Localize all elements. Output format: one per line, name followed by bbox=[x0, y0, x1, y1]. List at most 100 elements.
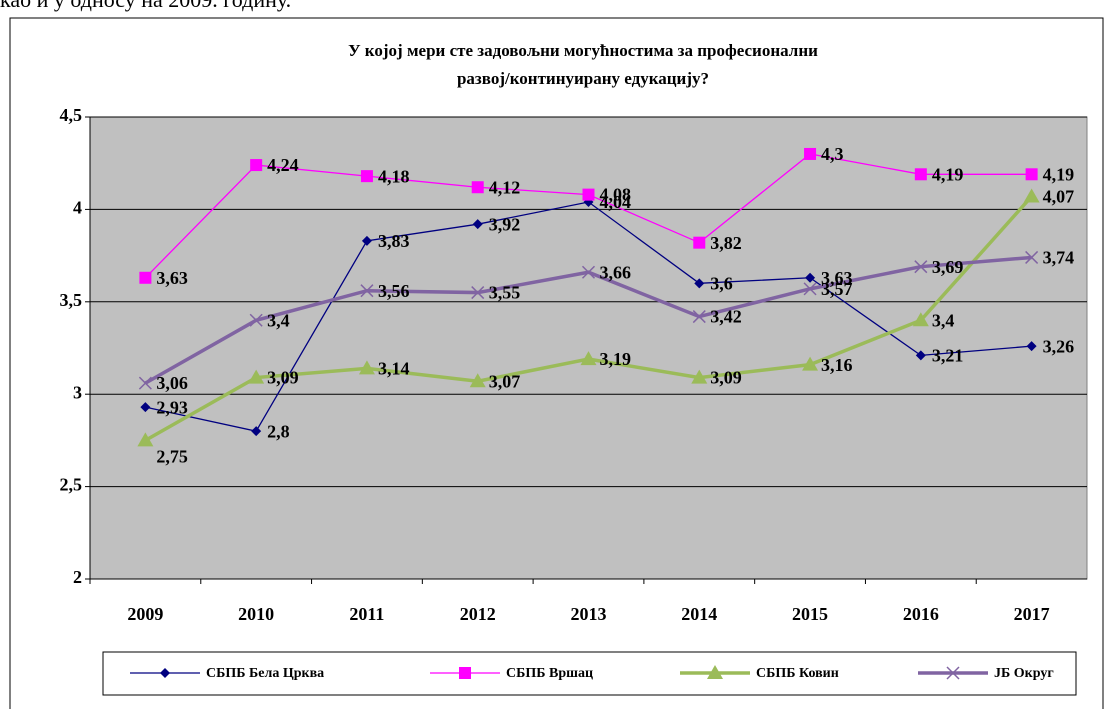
data-label: 3,42 bbox=[710, 307, 742, 327]
data-label: 3,56 bbox=[378, 281, 410, 301]
caption: као и у односу на 2009. годину. bbox=[0, 0, 291, 12]
data-label: 3,21 bbox=[932, 346, 964, 366]
marker bbox=[472, 219, 483, 230]
legend-label: СБПБ Бела Црква bbox=[206, 666, 324, 681]
data-label: 3,63 bbox=[821, 268, 853, 288]
marker bbox=[914, 260, 928, 274]
marker bbox=[804, 147, 817, 160]
marker bbox=[1026, 341, 1037, 352]
y-tick-label: 3,5 bbox=[60, 290, 83, 310]
legend bbox=[102, 651, 1077, 696]
x-tick-label: 2009 bbox=[127, 604, 163, 624]
y-tick-label: 4 bbox=[73, 198, 82, 218]
data-label: 4,08 bbox=[600, 185, 632, 205]
data-label: 3,06 bbox=[156, 373, 188, 393]
legend-label: СБПБ Ковин bbox=[756, 666, 839, 681]
data-label: 4,3 bbox=[821, 144, 844, 164]
data-label: 3,66 bbox=[600, 262, 632, 282]
legend-label: ЈБ Округ bbox=[994, 666, 1054, 681]
marker bbox=[707, 665, 723, 679]
data-label: 3,16 bbox=[821, 355, 853, 375]
chart-title: развој/континуирану едукацију? bbox=[457, 69, 709, 88]
marker bbox=[248, 369, 265, 384]
marker bbox=[694, 278, 705, 289]
data-label: 4,07 bbox=[1043, 187, 1075, 207]
marker bbox=[459, 667, 471, 679]
x-tick-label: 2016 bbox=[903, 604, 939, 624]
marker bbox=[160, 668, 170, 678]
data-label: 3,4 bbox=[267, 310, 290, 330]
data-label: 3,07 bbox=[489, 371, 521, 391]
y-tick-label: 2,5 bbox=[60, 475, 83, 495]
marker bbox=[1025, 250, 1039, 264]
data-label: 4,19 bbox=[932, 164, 964, 184]
marker bbox=[361, 235, 372, 246]
marker bbox=[802, 356, 819, 371]
data-label: 2,75 bbox=[156, 447, 188, 467]
data-label: 4,18 bbox=[378, 166, 410, 186]
marker bbox=[360, 170, 373, 183]
marker bbox=[1025, 168, 1038, 181]
x-tick-label: 2017 bbox=[1014, 604, 1050, 624]
marker bbox=[582, 188, 595, 201]
data-label: 4,12 bbox=[489, 177, 521, 197]
data-label: 3,26 bbox=[1043, 336, 1075, 356]
data-label: 3,6 bbox=[710, 273, 733, 293]
marker bbox=[693, 236, 706, 249]
marker bbox=[358, 360, 375, 375]
marker bbox=[251, 426, 262, 437]
data-label: 4,04 bbox=[600, 192, 632, 212]
y-tick-label: 3 bbox=[73, 382, 82, 402]
y-tick-label: 2 bbox=[73, 567, 82, 587]
data-label: 3,82 bbox=[710, 233, 742, 253]
y-tick-label: 4,5 bbox=[60, 105, 83, 125]
marker bbox=[471, 286, 485, 300]
data-label: 3,57 bbox=[821, 279, 853, 299]
marker bbox=[914, 168, 927, 181]
marker bbox=[137, 432, 154, 447]
data-label: 3,19 bbox=[600, 349, 632, 369]
marker bbox=[581, 265, 596, 279]
marker bbox=[946, 666, 960, 680]
marker bbox=[912, 312, 929, 327]
x-tick-label: 2015 bbox=[792, 604, 828, 624]
data-label: 3,83 bbox=[378, 231, 410, 251]
data-label: 3,09 bbox=[267, 368, 299, 388]
data-label: 3,74 bbox=[1043, 248, 1075, 268]
marker bbox=[249, 313, 263, 327]
marker bbox=[360, 284, 374, 298]
chart-title: У којој мери сте задовољни могућностима … bbox=[348, 41, 818, 60]
x-tick-label: 2010 bbox=[238, 604, 274, 624]
x-tick-label: 2013 bbox=[571, 604, 607, 624]
data-label: 4,19 bbox=[1043, 164, 1075, 184]
legend-label: СБПБ Вршац bbox=[506, 666, 593, 681]
x-tick-label: 2014 bbox=[681, 604, 717, 624]
marker bbox=[139, 271, 152, 284]
data-label: 3,4 bbox=[932, 310, 955, 330]
marker bbox=[805, 272, 816, 283]
marker bbox=[803, 282, 817, 296]
data-label: 3,63 bbox=[156, 268, 188, 288]
data-label: 2,93 bbox=[156, 397, 188, 417]
data-label: 2,8 bbox=[267, 421, 290, 441]
marker bbox=[469, 373, 486, 388]
data-label: 3,14 bbox=[378, 358, 410, 378]
marker bbox=[471, 181, 484, 194]
x-tick-label: 2012 bbox=[460, 604, 496, 624]
data-label: 3,55 bbox=[489, 283, 521, 303]
data-label: 3,09 bbox=[710, 368, 742, 388]
marker bbox=[1023, 188, 1040, 203]
marker bbox=[691, 369, 708, 384]
marker bbox=[140, 402, 151, 413]
marker bbox=[138, 376, 152, 390]
x-tick-label: 2011 bbox=[349, 604, 384, 624]
data-label: 4,24 bbox=[267, 155, 299, 175]
marker bbox=[692, 310, 706, 324]
data-label: 3,92 bbox=[489, 214, 521, 234]
marker bbox=[250, 159, 263, 172]
data-label: 3,69 bbox=[932, 257, 964, 277]
marker bbox=[580, 351, 597, 366]
marker bbox=[915, 350, 926, 361]
